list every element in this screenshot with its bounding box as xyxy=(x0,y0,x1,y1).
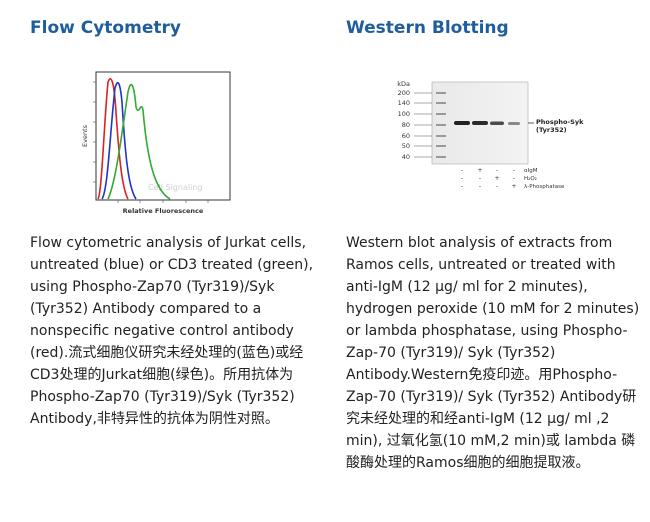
svg-text:-: - xyxy=(461,183,463,190)
marker-40: 40 xyxy=(402,153,410,161)
band-lane-3 xyxy=(490,121,504,125)
marker-200: 200 xyxy=(398,89,410,97)
condition-h2o2: H₂O₂ xyxy=(524,176,537,182)
axis-ticks xyxy=(93,81,209,203)
x-axis-label: Relative Fluorescence xyxy=(123,207,204,215)
ladder-lane xyxy=(436,92,446,158)
svg-text:+: + xyxy=(511,183,516,190)
western-blot-image: kDa 200 140 100 80 60 50 40 xyxy=(397,80,584,190)
band-label-line2: (Tyr352) xyxy=(536,126,567,134)
svg-text:+: + xyxy=(494,175,499,182)
svg-text:-: - xyxy=(461,175,463,182)
svg-text:-: - xyxy=(496,167,498,174)
band-lane-1 xyxy=(454,121,470,125)
marker-ticks xyxy=(414,92,432,158)
marker-60: 60 xyxy=(402,132,410,140)
svg-text:-: - xyxy=(479,175,481,182)
untreated-curve xyxy=(101,81,137,200)
western-blotting-title: Western Blotting xyxy=(346,18,509,38)
y-axis-label: Events xyxy=(81,124,89,147)
cd3-treated-curve xyxy=(107,83,171,200)
marker-140: 140 xyxy=(398,99,410,107)
marker-labels: kDa 200 140 100 80 60 50 40 xyxy=(397,80,410,161)
marker-kda: kDa xyxy=(397,80,410,88)
svg-text:-: - xyxy=(479,183,481,190)
marker-100: 100 xyxy=(398,110,410,118)
flow-cytometry-figure: Cell Signaling Events Relative Fluoresce… xyxy=(78,62,238,218)
flow-cytometry-caption: Flow cytometric analysis of Jurkat cells… xyxy=(30,235,314,427)
svg-text:+: + xyxy=(477,167,482,174)
svg-text:-: - xyxy=(496,183,498,190)
marker-80: 80 xyxy=(402,121,410,129)
condition-phosphatase: λ-Phosphatase xyxy=(524,184,565,190)
plot-frame xyxy=(95,71,231,201)
band-lane-2 xyxy=(472,121,488,125)
marker-50: 50 xyxy=(402,142,410,150)
flow-cytometry-title: Flow Cytometry xyxy=(30,18,181,38)
flow-histogram: Cell Signaling Events Relative Fluoresce… xyxy=(81,71,231,215)
band-label-line1: Phospho-Syk xyxy=(536,118,584,126)
watermark: Cell Signaling xyxy=(148,183,202,192)
svg-text:-: - xyxy=(461,167,463,174)
control-curve xyxy=(97,78,129,200)
western-blotting-caption: Western blot analysis of extracts from R… xyxy=(346,235,640,471)
svg-text:-: - xyxy=(513,167,515,174)
condition-labels: αIgM H₂O₂ λ-Phosphatase xyxy=(524,168,565,190)
band-lane-4 xyxy=(508,122,520,125)
condition-aigm: αIgM xyxy=(524,168,538,174)
condition-signs: - + - - - - + - - - - + xyxy=(461,167,517,190)
western-blot-figure: kDa 200 140 100 80 60 50 40 xyxy=(368,78,588,193)
blot-bands xyxy=(454,121,520,125)
svg-text:-: - xyxy=(513,175,515,182)
